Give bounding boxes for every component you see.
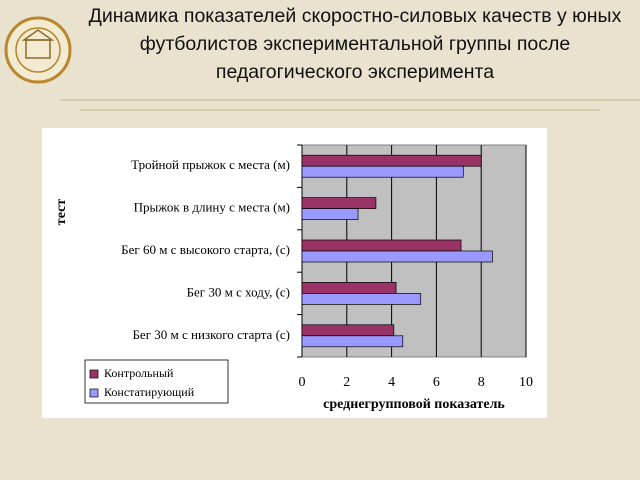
- x-tick-label: 6: [433, 375, 440, 390]
- x-tick-label: 0: [299, 375, 306, 390]
- x-tick-label: 4: [388, 375, 395, 390]
- logo: [4, 16, 72, 84]
- bar: [301, 324, 395, 337]
- x-tick-label: 8: [478, 375, 485, 390]
- x-axis-title: среднегрупповой показатель: [323, 397, 505, 412]
- bar: [301, 165, 464, 178]
- bar: [301, 250, 493, 263]
- legend-label: Контрольный: [104, 366, 174, 380]
- bar: [301, 154, 482, 167]
- bar: [301, 335, 404, 348]
- bar: [301, 282, 397, 294]
- x-tick-label: 2: [343, 375, 350, 390]
- x-tick-label: 10: [519, 375, 533, 390]
- bar: [301, 197, 377, 209]
- legend: [84, 359, 229, 404]
- legend-swatch: [89, 369, 99, 379]
- legend-label: Констатирующий: [104, 385, 195, 399]
- y-tick-label: Тройной прыжок с места (м): [131, 157, 290, 172]
- y-tick-label: Прыжок в длину с места (м): [134, 200, 290, 215]
- background-decor: [60, 99, 640, 111]
- y-tick-label: Бег 60 м с высокого старта, (с): [121, 242, 290, 257]
- legend-swatch: [89, 388, 99, 398]
- y-tick-label: Бег 30 м с ходу, (с): [187, 284, 290, 299]
- y-tick-label: Бег 30 м с низкого старта (с): [132, 327, 290, 342]
- bar: [301, 293, 422, 305]
- bar: [301, 239, 462, 252]
- chart-title: Динамика показателей скоростно-силовых к…: [88, 5, 622, 83]
- bar: [301, 208, 359, 220]
- y-axis-title: тест: [54, 199, 69, 225]
